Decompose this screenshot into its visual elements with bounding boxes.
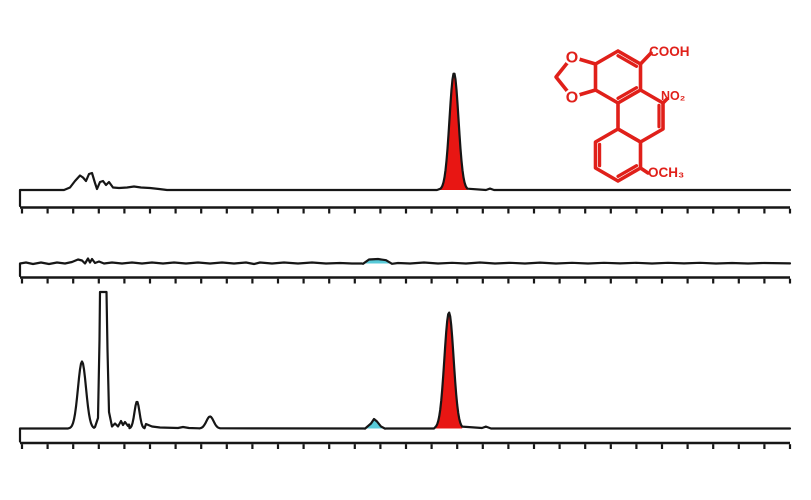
- och3-bond: [638, 166, 650, 175]
- trace-path: [18, 257, 792, 278]
- cooh-bond: [638, 51, 653, 66]
- methylenedioxy-bonds: [554, 55, 598, 99]
- ring-a: [593, 49, 643, 105]
- oxygen-mask-bottom: [564, 89, 580, 105]
- aristolochic-acid-structure: O O COOH NO₂ OCH₃: [554, 44, 690, 183]
- no2-bond: [661, 97, 669, 105]
- oxygen-bottom-label: O: [566, 90, 578, 107]
- double-bond-lines: [598, 54, 661, 178]
- cooh-label: COOH: [649, 44, 690, 59]
- och3-label: OCH₃: [648, 165, 684, 180]
- ring-c: [593, 127, 643, 183]
- oxygen-top-label: O: [566, 50, 578, 67]
- trace-path: [18, 72, 792, 208]
- no2-label: NO₂: [661, 89, 685, 103]
- trace-path: [18, 290, 792, 443]
- ring-b: [616, 88, 665, 144]
- oxygen-mask-top: [564, 49, 580, 65]
